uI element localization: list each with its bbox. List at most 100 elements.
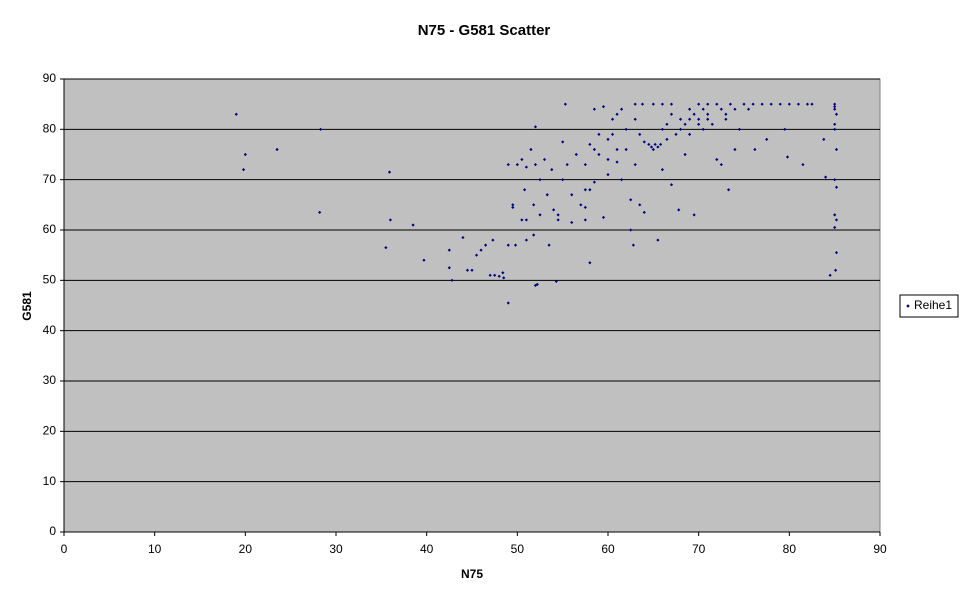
point [783,127,787,131]
point [629,228,633,232]
point [701,127,705,131]
point [318,127,323,131]
point [833,213,837,217]
point [538,178,542,182]
point [733,107,737,111]
y-tick-label: 30 [43,373,57,387]
point [479,248,483,252]
point [653,142,657,147]
point [669,102,674,106]
point [522,188,527,192]
point [506,301,510,305]
point [533,283,538,287]
point [511,203,515,207]
point [565,162,569,167]
point [642,210,646,214]
point [742,102,746,106]
x-tick-label: 30 [329,542,343,556]
point [834,218,839,222]
point [506,162,510,167]
y-tick-label: 10 [43,474,57,488]
point [701,107,705,111]
point [515,162,519,167]
point [665,122,669,126]
x-axis-label: N75 [461,567,483,581]
point [678,127,683,131]
point [561,140,565,144]
point [615,147,619,152]
y-tick-label: 20 [43,424,57,438]
point [615,112,619,116]
point [588,142,592,147]
point [243,152,247,157]
point [669,112,674,116]
point [710,122,714,126]
point [751,102,755,106]
point [601,105,606,109]
point [660,102,664,106]
point [638,132,642,136]
point [651,147,655,152]
point [697,102,701,106]
point [719,107,723,111]
point [411,223,415,227]
point [833,122,837,126]
point [706,117,710,121]
y-tick-label: 90 [43,71,57,85]
point [624,127,628,131]
point [447,266,451,270]
point [493,273,497,277]
point [502,276,506,280]
point [778,102,782,106]
point [615,160,619,164]
point [834,112,839,116]
point [737,127,742,131]
y-tick-label: 0 [49,524,56,538]
point [552,208,556,212]
point [592,107,596,111]
point [769,102,773,106]
y-tick-label: 60 [43,222,57,236]
point [532,203,536,207]
point [556,213,560,217]
point [692,213,696,217]
point [724,112,728,116]
point [633,102,637,106]
point [834,185,839,189]
point [422,258,426,262]
point [765,137,769,141]
point [610,132,615,136]
point [697,122,701,126]
point [833,105,837,109]
point [520,218,524,222]
point [470,268,474,272]
point [706,112,710,116]
point [513,243,518,247]
point [497,274,501,278]
point [660,168,664,172]
legend-label: Reihe1 [914,298,952,312]
point [834,251,839,255]
point [610,117,615,121]
point [501,271,505,275]
x-tick-label: 20 [239,542,253,556]
point [474,253,479,257]
x-tick-label: 0 [61,542,68,556]
y-tick-label: 80 [43,122,57,136]
point [822,137,826,141]
point [601,215,606,220]
point [450,278,454,282]
point [801,162,805,167]
point [606,173,610,177]
point [715,157,719,162]
point [583,218,587,222]
point [488,273,492,277]
point [532,233,536,237]
point [631,243,635,247]
point [524,218,528,222]
legend-box [899,294,959,318]
point [656,145,660,149]
point [665,137,669,141]
point [683,152,687,157]
